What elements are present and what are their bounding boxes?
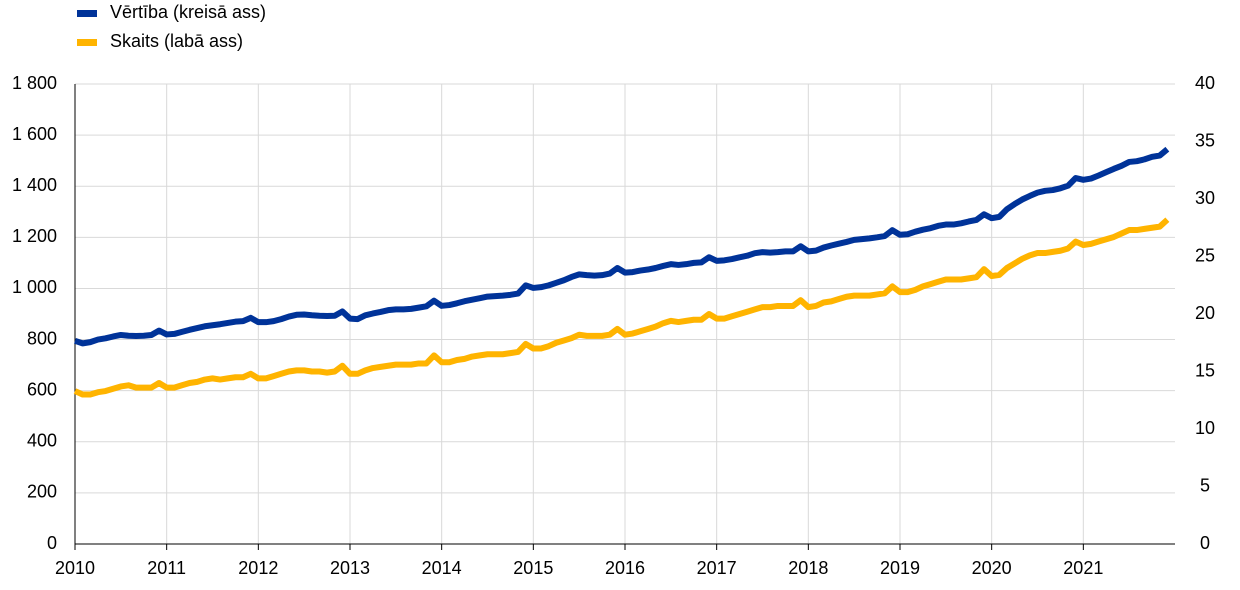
y2-tick-label: 15	[1195, 360, 1215, 380]
x-tick-label: 2010	[55, 558, 95, 578]
x-tick-label: 2012	[238, 558, 278, 578]
y2-tick-label: 0	[1200, 533, 1210, 553]
y-tick-label: 1 000	[12, 277, 57, 297]
x-tick-label: 2019	[880, 558, 920, 578]
y2-tick-label: 40	[1195, 73, 1215, 93]
x-tick-label: 2013	[330, 558, 370, 578]
y-tick-label: 0	[47, 533, 57, 553]
series-line	[73, 217, 1170, 398]
legend-label: Vērtība (kreisā ass)	[110, 2, 266, 22]
x-tick-label: 2014	[422, 558, 462, 578]
y-tick-label: 1 200	[12, 226, 57, 246]
legend-label: Skaits (labā ass)	[110, 31, 243, 51]
y-tick-label: 600	[27, 379, 57, 399]
x-tick-label: 2021	[1063, 558, 1103, 578]
y2-tick-label: 25	[1195, 245, 1215, 265]
legend-swatch	[77, 10, 97, 17]
x-tick-label: 2016	[605, 558, 645, 578]
legend-swatch	[77, 39, 97, 46]
y-tick-label: 200	[27, 482, 57, 502]
y-tick-label: 1 400	[12, 175, 57, 195]
y2-tick-label: 5	[1200, 475, 1210, 495]
series-line	[74, 146, 1170, 347]
y-tick-label: 1 800	[12, 73, 57, 93]
x-tick-label: 2017	[697, 558, 737, 578]
x-tick-label: 2015	[513, 558, 553, 578]
y2-tick-label: 10	[1195, 418, 1215, 438]
y-tick-label: 800	[27, 328, 57, 348]
y-tick-label: 400	[27, 431, 57, 451]
y2-tick-label: 35	[1195, 130, 1215, 150]
y2-tick-label: 30	[1195, 188, 1215, 208]
x-tick-label: 2020	[972, 558, 1012, 578]
x-tick-label: 2018	[788, 558, 828, 578]
y-tick-label: 1 600	[12, 124, 57, 144]
x-tick-label: 2011	[147, 558, 186, 578]
y2-tick-label: 20	[1195, 303, 1215, 323]
